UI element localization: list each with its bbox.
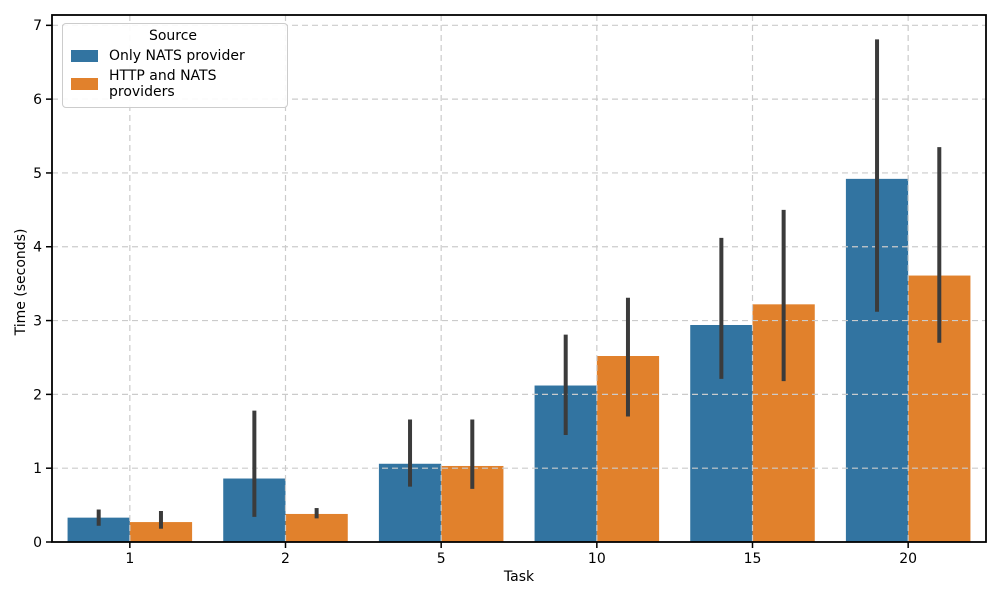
y-axis-label: Time (seconds) (13, 228, 29, 336)
x-tick-label: 2 (281, 551, 290, 567)
legend-label: HTTP and NATS providers (109, 68, 217, 100)
legend-item: Only NATS provider (69, 48, 277, 64)
legend-swatch-http-and-nats (71, 78, 98, 90)
y-tick-label: 1 (33, 461, 42, 477)
y-tick-label: 0 (33, 535, 42, 551)
y-tick-label: 5 (33, 166, 42, 182)
x-tick-label: 1 (125, 551, 134, 567)
y-tick-label: 7 (33, 18, 42, 34)
y-tick-label: 3 (33, 313, 42, 329)
x-tick-label: 20 (899, 551, 917, 567)
x-tick-label: 10 (588, 551, 606, 567)
legend-title: Source (148, 28, 198, 44)
y-tick-label: 2 (33, 387, 42, 403)
x-tick-label: 5 (437, 551, 446, 567)
axes-spines (51, 14, 987, 543)
x-tick-label: 15 (744, 551, 762, 567)
legend: Source Only NATS provider HTTP and NATS … (62, 23, 288, 108)
bar (129, 522, 193, 542)
legend-swatch-only-nats (71, 50, 98, 62)
y-tick-label: 6 (33, 92, 42, 108)
x-axis-label: Task (503, 569, 535, 585)
legend-label: Only NATS provider (109, 48, 245, 64)
legend-item: HTTP and NATS providers (69, 68, 277, 100)
y-tick-label: 4 (33, 240, 42, 256)
bar (285, 513, 348, 542)
